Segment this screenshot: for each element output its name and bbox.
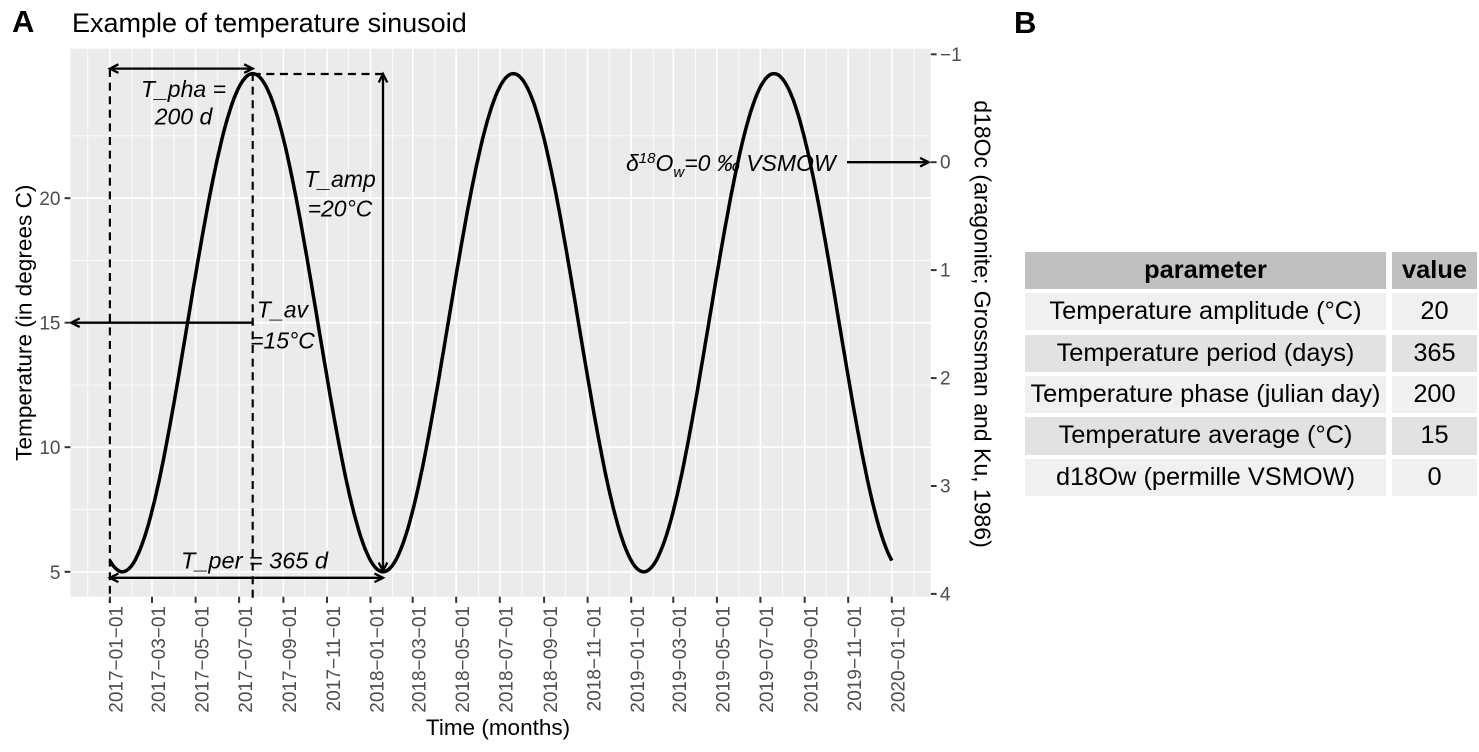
- svg-text:1: 1: [940, 261, 951, 282]
- svg-text:15: 15: [39, 314, 60, 335]
- svg-text:δ18Ow=0 ‰ VSMOW: δ18Ow=0 ‰ VSMOW: [626, 150, 838, 181]
- svg-text:2019−09−01: 2019−09−01: [802, 606, 823, 713]
- svg-text:2017−09−01: 2017−09−01: [280, 606, 301, 713]
- svg-text:2017−05−01: 2017−05−01: [192, 606, 213, 713]
- svg-text:2018−05−01: 2018−05−01: [453, 606, 474, 713]
- svg-text:2017−03−01: 2017−03−01: [149, 606, 170, 713]
- svg-text:2017−07−01: 2017−07−01: [236, 606, 257, 713]
- svg-text:2017−11−01: 2017−11−01: [324, 606, 345, 711]
- svg-text:0: 0: [940, 153, 951, 174]
- svg-text:=20°C: =20°C: [308, 195, 373, 221]
- svg-text:A: A: [12, 4, 34, 39]
- svg-text:2018−01−01: 2018−01−01: [367, 606, 388, 713]
- svg-text:T_pha =: T_pha =: [141, 76, 226, 102]
- svg-text:2018−11−01: 2018−11−01: [584, 606, 605, 711]
- svg-text:2018−07−01: 2018−07−01: [497, 606, 518, 713]
- svg-text:4: 4: [940, 584, 951, 605]
- svg-text:−1: −1: [940, 45, 962, 66]
- svg-text:=15°C: =15°C: [250, 328, 315, 354]
- svg-text:2019−05−01: 2019−05−01: [714, 606, 735, 713]
- svg-text:Temperature (in degrees C): Temperature (in degrees C): [12, 185, 37, 461]
- svg-text:2019−11−01: 2019−11−01: [845, 606, 866, 711]
- svg-text:10: 10: [39, 438, 60, 459]
- svg-text:T_av: T_av: [257, 297, 310, 323]
- svg-text:Time (months): Time (months): [426, 715, 570, 740]
- svg-text:200 d: 200 d: [154, 103, 214, 129]
- svg-text:T_amp: T_amp: [304, 166, 376, 192]
- svg-text:3: 3: [940, 477, 951, 498]
- svg-text:20: 20: [39, 189, 60, 210]
- svg-text:Example of temperature sinusoi: Example of temperature sinusoid: [72, 8, 467, 38]
- svg-text:T_per = 365 d: T_per = 365 d: [181, 547, 329, 573]
- svg-text:B: B: [1014, 5, 1036, 40]
- svg-text:2018−03−01: 2018−03−01: [410, 606, 431, 713]
- svg-text:2017−01−01: 2017−01−01: [107, 606, 128, 713]
- svg-text:d18Oc (aragonite; Grossman and: d18Oc (aragonite; Grossman and Ku, 1986): [970, 100, 996, 547]
- svg-text:2019−01−01: 2019−01−01: [628, 606, 649, 713]
- svg-text:2018−09−01: 2018−09−01: [541, 606, 562, 713]
- svg-text:2: 2: [940, 369, 951, 390]
- svg-text:5: 5: [50, 563, 61, 584]
- svg-text:2019−03−01: 2019−03−01: [670, 606, 691, 713]
- svg-text:2020−01−01: 2020−01−01: [889, 606, 910, 713]
- svg-text:2019−07−01: 2019−07−01: [757, 606, 778, 713]
